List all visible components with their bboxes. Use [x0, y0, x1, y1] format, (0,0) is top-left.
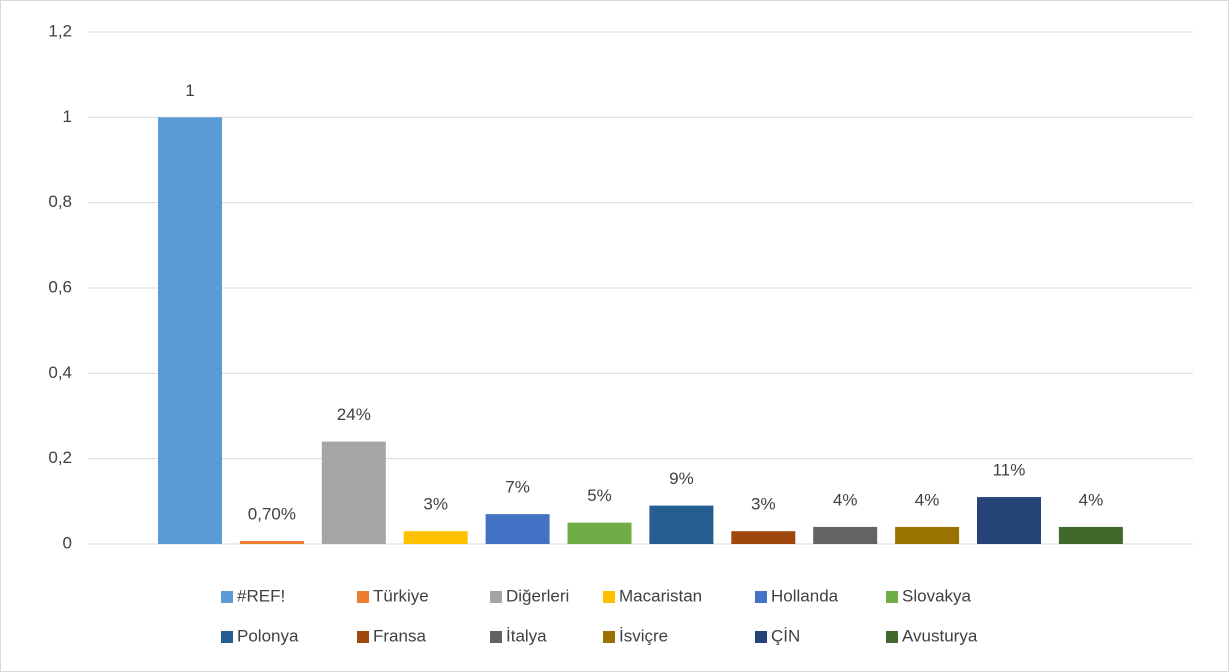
bar: [895, 526, 960, 544]
bar: [731, 531, 796, 544]
y-tick-label: 1,2: [48, 21, 72, 40]
y-tick-label: 0,8: [48, 192, 72, 211]
legend-label: Slovakya: [902, 586, 972, 605]
data-label: 11%: [993, 461, 1026, 480]
data-label: 4%: [1079, 490, 1104, 509]
legend-swatch: [603, 631, 615, 643]
legend-swatch: [755, 591, 767, 603]
bar: [321, 441, 386, 544]
legend-label: Avusturya: [902, 626, 978, 645]
legend-label: #REF!: [237, 586, 285, 605]
legend-swatch: [755, 631, 767, 643]
bar: [977, 497, 1041, 544]
bar: [813, 526, 878, 544]
bar: [649, 505, 714, 544]
legend-label: Polonya: [237, 626, 299, 645]
legend-label: İsviçre: [619, 626, 668, 645]
legend-swatch: [357, 631, 369, 643]
legend-label: Türkiye: [373, 586, 429, 605]
data-label: 1: [185, 81, 194, 100]
y-tick-label: 0,4: [48, 363, 72, 382]
legend-swatch: [221, 631, 233, 643]
data-label: 7%: [505, 478, 530, 497]
bar: [1058, 526, 1123, 544]
data-label: 9%: [669, 469, 694, 488]
data-label: 3%: [423, 495, 448, 514]
y-tick-label: 1: [63, 107, 72, 126]
data-label: 4%: [915, 490, 940, 509]
legend-label: Fransa: [373, 626, 426, 645]
legend-swatch: [221, 591, 233, 603]
legend-swatch: [886, 591, 898, 603]
legend-label: Diğerleri: [506, 586, 569, 605]
bar: [485, 514, 550, 544]
legend-label: Hollanda: [771, 586, 839, 605]
data-label: 5%: [587, 486, 612, 505]
data-label: 24%: [337, 405, 371, 424]
legend-label: Macaristan: [619, 586, 702, 605]
legend-swatch: [490, 631, 502, 643]
bar: [403, 531, 468, 544]
legend-swatch: [603, 591, 615, 603]
bar: [567, 522, 632, 544]
y-tick-label: 0,6: [48, 277, 72, 296]
y-tick-label: 0,2: [48, 448, 72, 467]
bar: [239, 541, 304, 544]
legend-swatch: [490, 591, 502, 603]
bar: [158, 117, 222, 544]
legend-label: İtalya: [506, 626, 547, 645]
data-label: 0,70%: [248, 504, 296, 523]
legend-swatch: [886, 631, 898, 643]
data-label: 4%: [833, 490, 858, 509]
y-tick-label: 0: [63, 533, 72, 552]
data-label: 3%: [751, 495, 776, 514]
legend-swatch: [357, 591, 369, 603]
legend-label: ÇİN: [771, 626, 800, 645]
